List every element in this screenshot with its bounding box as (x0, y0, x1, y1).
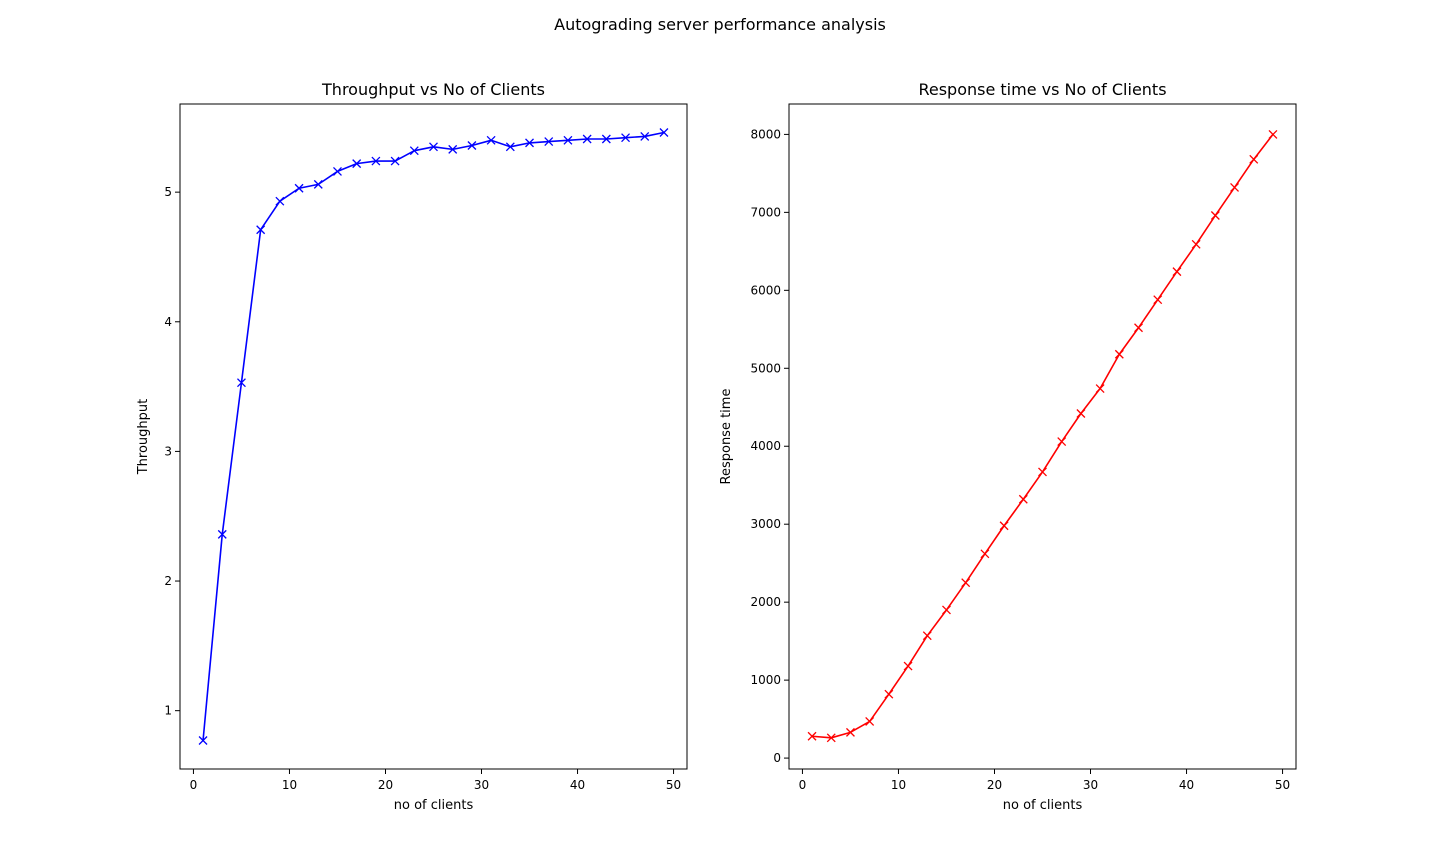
response-time-y-tick-label: 2000 (750, 595, 781, 609)
throughput-x-tick-label: 50 (666, 778, 681, 792)
throughput-y-tick-label: 1 (164, 704, 172, 718)
response-time-x-tick-label: 20 (987, 778, 1002, 792)
response-time-data-point (1230, 182, 1240, 192)
response-time-y-tick-label: 5000 (750, 361, 781, 375)
response-time-data-point (826, 733, 836, 743)
response-time-x-tick-label: 0 (799, 778, 807, 792)
response-time-data-point (1095, 384, 1105, 394)
response-time-data-point (845, 727, 855, 737)
response-time-y-tick-label: 1000 (750, 673, 781, 687)
response-time-y-tick-label: 0 (773, 751, 781, 765)
throughput-data-point (525, 138, 534, 148)
response-time-series-line (811, 133, 1274, 739)
throughput-data-point (409, 146, 419, 156)
response-time-data-point (865, 716, 875, 726)
throughput-data-point (333, 166, 342, 176)
response-time-x-tick-label: 30 (1083, 778, 1098, 792)
throughput-data-point (198, 736, 208, 745)
throughput-x-tick-label: 10 (282, 778, 297, 792)
response-time-y-tick-label: 3000 (750, 517, 781, 531)
throughput-data-point (601, 134, 611, 144)
throughput-data-point (505, 142, 515, 152)
response-time-y-tick-label: 4000 (750, 439, 781, 453)
response-time-data-point (1134, 323, 1143, 333)
throughput-data-point (294, 183, 304, 193)
response-time-data-point (1153, 295, 1163, 305)
response-time-data-point (884, 689, 894, 699)
response-time-y-tick-label: 6000 (750, 283, 781, 297)
throughput-data-point (659, 128, 669, 137)
response-time-data-point (1249, 154, 1259, 164)
response-time-data-point (1018, 494, 1028, 504)
throughput-y-tick-label: 2 (164, 574, 172, 588)
throughput-data-point (448, 144, 458, 154)
throughput-y-tick-label: 5 (164, 185, 172, 199)
response-time-data-point (903, 661, 913, 671)
throughput-chart: Throughput vs No of Clients 0 10 20 30 40 50 1 2… (136, 80, 688, 813)
throughput-data-point (217, 529, 227, 539)
response-time-axes-frame (788, 103, 1297, 770)
throughput-series-line (202, 131, 665, 741)
throughput-data-point (640, 131, 650, 141)
throughput-y-tick-label: 4 (164, 315, 172, 329)
throughput-data-point (486, 135, 496, 145)
throughput-data-point (390, 156, 400, 166)
throughput-axes-frame (179, 103, 688, 770)
response-time-y-axis-label: Response time (719, 389, 734, 485)
throughput-data-point (352, 159, 362, 169)
response-time-y-tick-label: 7000 (750, 205, 781, 219)
throughput-x-tick-label: 20 (378, 778, 393, 792)
response-time-data-point (980, 549, 990, 559)
throughput-data-point (582, 134, 592, 144)
response-time-data-point (999, 521, 1009, 531)
throughput-data-point (275, 196, 285, 206)
response-time-x-tick-label: 40 (1179, 778, 1194, 792)
throughput-data-point (467, 141, 477, 150)
response-time-y-tick-label: 8000 (750, 127, 781, 141)
response-time-data-point (1114, 349, 1124, 359)
response-time-chart: Response time vs No of Clients 0 10 20 30 40 5… (719, 80, 1297, 813)
response-time-data-point (961, 578, 971, 588)
response-time-chart-title: Response time vs No of Clients (918, 80, 1166, 99)
throughput-data-point (621, 133, 631, 143)
figure-suptitle: Autograding server performance analysis (554, 15, 886, 34)
throughput-data-point (371, 156, 381, 166)
throughput-chart-title: Throughput vs No of Clients (321, 80, 545, 99)
response-time-data-point (1268, 129, 1278, 139)
response-time-data-point (1038, 467, 1047, 477)
response-time-data-point (1191, 239, 1201, 249)
throughput-data-point (236, 378, 246, 388)
response-time-data-point (1057, 437, 1067, 447)
response-time-x-tick-label: 10 (891, 778, 906, 792)
throughput-x-tick-label: 40 (570, 778, 585, 792)
response-time-data-point (807, 731, 817, 741)
response-time-data-point (1076, 409, 1086, 418)
throughput-data-point (429, 142, 438, 152)
response-time-x-tick-label: 50 (1275, 778, 1290, 792)
throughput-data-point (256, 225, 266, 235)
throughput-data-point (544, 137, 554, 147)
throughput-x-axis-label: no of clients (394, 798, 474, 813)
throughput-x-tick-label: 30 (474, 778, 489, 792)
response-time-data-point (942, 605, 951, 615)
throughput-y-axis-label: Throughput (136, 399, 151, 476)
response-time-x-axis-label: no of clients (1003, 798, 1083, 813)
throughput-data-point (313, 179, 323, 189)
response-time-data-point (1172, 267, 1182, 277)
response-time-data-point (1210, 211, 1220, 220)
throughput-x-tick-label: 0 (190, 778, 198, 792)
response-time-data-point (922, 631, 932, 641)
throughput-y-tick-label: 3 (164, 444, 172, 458)
throughput-data-point (563, 135, 573, 145)
